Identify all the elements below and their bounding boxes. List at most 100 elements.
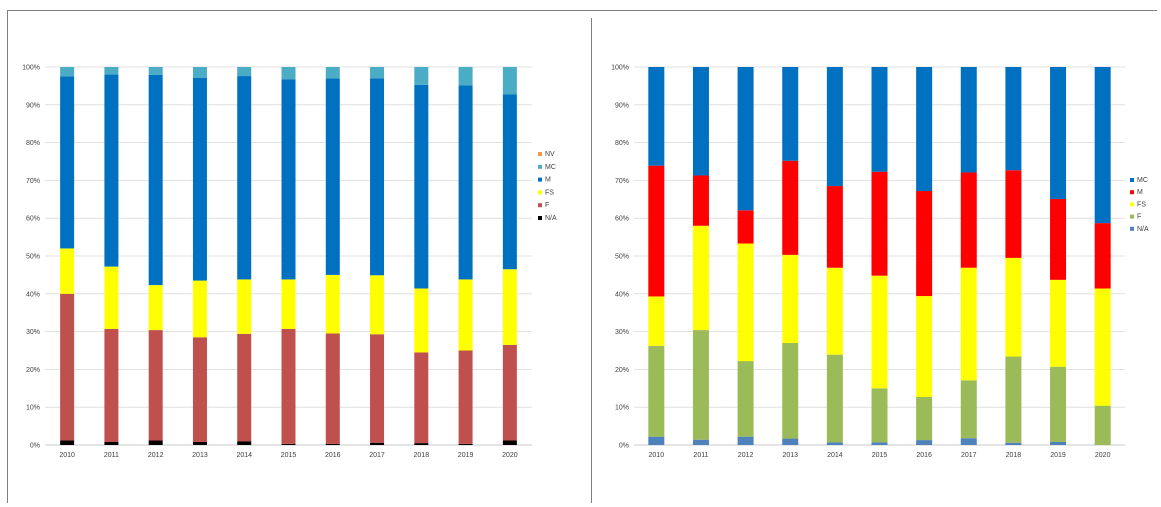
bar-segment-n-a-2015: [871, 442, 888, 445]
left-chart-svg: 0% 10% 20% 30% 40% 50% 60% 70% 80% 90% 100% 2010 201…: [22, 65, 557, 460]
bar-segment-m-2018: [414, 84, 429, 289]
y-tick-label: 90%: [26, 102, 40, 109]
bar-segment-fs-2020: [502, 269, 517, 345]
bar-segment-n-a-2011: [692, 439, 709, 445]
bar-segment-m-2011: [692, 175, 709, 226]
bar-segment-fs-2010: [648, 296, 665, 346]
bar-segment-mc-2012: [148, 67, 163, 75]
bar-segment-fs-2013: [192, 280, 207, 338]
y-tick-label: 50%: [615, 254, 629, 261]
x-tick-label: 2013: [192, 452, 208, 459]
bar-segment-mc-2019: [1050, 67, 1067, 199]
x-tick-label: 2018: [1006, 452, 1022, 459]
bar-segment-mc-2010: [60, 67, 75, 77]
y-tick-label: 0%: [30, 443, 40, 450]
x-tick-label: 2011: [693, 452, 708, 459]
legend-swatch-m: [1130, 190, 1134, 195]
bar-segment-m-2011: [104, 74, 119, 267]
y-tick-label: 40%: [615, 291, 629, 298]
y-tick-label: 70%: [615, 178, 629, 185]
bar-segment-n-a-2018: [414, 443, 429, 445]
y-tick-label: 60%: [26, 216, 40, 223]
legend-swatch-mc: [1130, 178, 1134, 182]
bar-segment-fs-2010: [60, 248, 75, 294]
bar-segment-m-2010: [648, 165, 665, 297]
bar-segment-m-2014: [826, 186, 843, 268]
y-tick-label: 100%: [22, 65, 40, 72]
bar-segment-mc-2013: [192, 67, 207, 78]
legend-swatch-mc: [538, 164, 542, 169]
bar-segment-n-a-2017: [960, 438, 977, 445]
y-tick-label: 30%: [615, 329, 629, 336]
right-chart-svg: 0% 10% 20% 30% 40% 50% 60% 70% 80% 90% 100% 2010 201…: [611, 65, 1149, 460]
y-tick-label: 10%: [26, 405, 40, 412]
x-tick-label: 2012: [148, 452, 164, 459]
bar-segment-n-a-2016: [916, 440, 933, 445]
bar-segment-m-2013: [192, 77, 207, 281]
bar-segment-m-2012: [148, 74, 163, 286]
bar-segment-n-a-2019: [1050, 441, 1067, 445]
y-tick-label: 70%: [26, 178, 40, 185]
bar-segment-f-2016: [325, 333, 340, 444]
bar-segment-f-2010: [60, 293, 75, 441]
bar-segment-f-2020: [1094, 405, 1111, 445]
bar-segment-mc-2011: [692, 67, 709, 176]
x-tick-label: 2014: [827, 452, 843, 459]
y-tick-label: 20%: [26, 367, 40, 374]
x-tick-label: 2010: [649, 452, 665, 459]
bar-segment-f-2015: [281, 328, 296, 444]
bar-segment-n-a-2012: [148, 440, 163, 445]
bar-segment-m-2015: [871, 171, 888, 276]
bar-segment-fs-2014: [237, 279, 252, 334]
y-tick-label: 50%: [26, 254, 40, 261]
legend-label-nv: NV: [545, 151, 555, 158]
bar-segment-n-a-2015: [281, 443, 296, 445]
bar-segment-fs-2012: [737, 243, 754, 362]
legend-swatch-m: [538, 177, 542, 182]
x-tick-label: 2010: [59, 452, 75, 459]
legend-label-mc: MC: [1137, 177, 1148, 184]
bar-segment-m-2016: [916, 190, 933, 297]
bar-segment-m-2019: [1050, 198, 1067, 280]
bar-segment-n-a-2012: [737, 436, 754, 445]
bar-segment-fs-2019: [458, 279, 473, 351]
bar-segment-n-a-2010: [60, 440, 75, 445]
bar-segment-f-2018: [414, 352, 429, 444]
legend-swatch-fs: [1130, 202, 1134, 207]
legend-swatch-f: [1130, 214, 1134, 219]
y-tick-label: 30%: [26, 329, 40, 336]
x-tick-label: 2018: [414, 452, 430, 459]
bar-segment-n-a-2013: [192, 441, 207, 445]
y-tick-label: 60%: [615, 216, 629, 223]
bar-segment-fs-2018: [414, 288, 429, 353]
bar-segment-fs-2012: [148, 285, 163, 331]
bar-segment-fs-2020: [1094, 288, 1111, 406]
bar-segment-n-a-2014: [826, 442, 843, 445]
bar-segment-mc-2012: [737, 67, 754, 211]
bar-segment-fs-2015: [281, 279, 296, 329]
legend-label-fs: FS: [1137, 201, 1146, 208]
y-tick-label: 40%: [26, 291, 40, 298]
bar-segment-fs-2011: [104, 266, 119, 329]
bar-segment-fs-2011: [692, 225, 709, 331]
bar-segment-n-a-2019: [458, 443, 473, 445]
legend-label-m: M: [545, 177, 551, 184]
bar-segment-m-2013: [782, 160, 799, 255]
bar-segment-m-2010: [60, 76, 75, 249]
bar-segment-mc-2018: [1005, 67, 1022, 171]
x-tick-label: 2011: [104, 452, 119, 459]
y-tick-label: 0%: [619, 443, 629, 450]
bar-segment-f-2013: [192, 337, 207, 442]
legend-label-n-a: N/A: [545, 215, 557, 222]
bar-segment-fs-2015: [871, 275, 888, 389]
bar-segment-f-2011: [692, 330, 709, 440]
bar-segment-f-2020: [502, 344, 517, 441]
bar-segment-f-2017: [370, 334, 385, 443]
y-tick-label: 10%: [615, 405, 629, 412]
bar-segment-f-2012: [148, 330, 163, 441]
bar-segment-f-2017: [960, 380, 977, 439]
bar-segment-fs-2013: [782, 254, 799, 343]
bar-segment-f-2019: [1050, 366, 1067, 442]
x-tick-label: 2016: [325, 452, 341, 459]
bar-segment-mc-2016: [325, 67, 340, 79]
